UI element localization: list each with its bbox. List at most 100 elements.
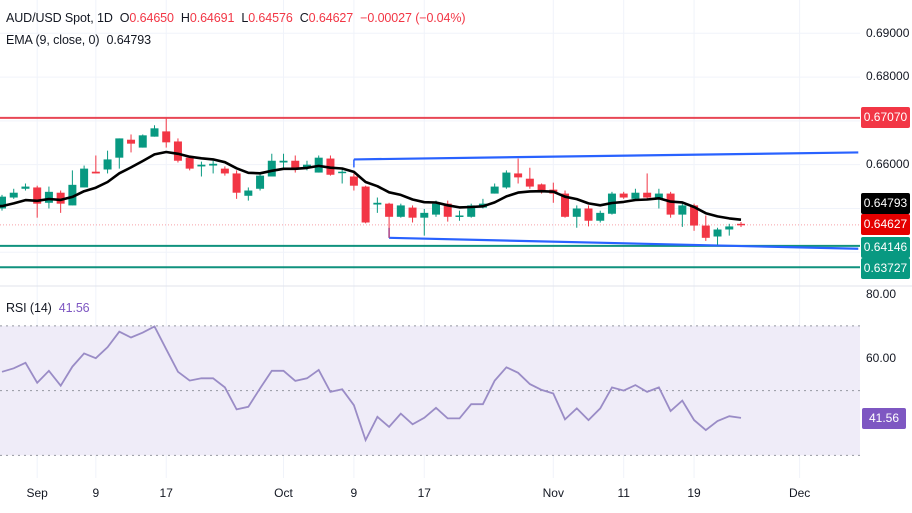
candle-body — [162, 131, 171, 143]
candle-body — [502, 172, 511, 188]
ema-legend[interactable]: EMA (9, close, 0) 0.64793 — [6, 33, 151, 47]
time-tick-label: Dec — [788, 486, 811, 500]
time-tick-label: Oct — [274, 486, 293, 500]
support1-price-badge: 0.64146 — [861, 237, 910, 258]
rsi-pane — [0, 325, 860, 456]
candles — [0, 118, 745, 245]
time-tick-label: Nov — [542, 486, 564, 500]
ema-label: EMA (9, close, 0) — [6, 33, 100, 47]
candle-body — [21, 186, 30, 189]
candle-body — [197, 164, 206, 167]
ohlc-legend: AUD/USD Spot, 1D O0.64650 H0.64691 L0.64576… — [6, 11, 466, 25]
candle-body — [631, 192, 640, 199]
candle-body — [514, 173, 523, 178]
rsi-line — [1, 325, 742, 443]
rsi-value-badge: 41.56 — [862, 408, 906, 429]
ema-price-badge: 0.64793 — [861, 193, 910, 214]
candle-body — [596, 212, 605, 221]
candle-body — [33, 187, 42, 204]
rsi-value: 41.56 — [58, 301, 90, 315]
rsi-legend[interactable]: RSI (14) 41.56 — [6, 301, 90, 315]
last-price-badge: 0.64627 — [861, 214, 910, 235]
high-value: 0.64691 — [189, 11, 235, 25]
candle-body — [432, 203, 441, 215]
ema-line — [0, 150, 742, 221]
time-tick-label: 9 — [92, 486, 100, 500]
time-tick-label: 17 — [159, 486, 173, 500]
price-tick-label: 0.66000 — [866, 157, 910, 171]
time-tick-label: Sep — [26, 486, 48, 500]
candle-body — [525, 178, 534, 187]
time-tick-label: 11 — [617, 486, 630, 500]
candle-body — [103, 159, 112, 170]
candle-body — [678, 205, 687, 215]
candle-body — [561, 193, 570, 217]
channel-upper-line — [353, 151, 859, 161]
candle-body — [619, 193, 628, 198]
high-label: H — [180, 11, 190, 25]
candle-body — [373, 202, 382, 205]
candle-body — [302, 164, 311, 168]
candle-body — [572, 208, 581, 217]
candle-body — [220, 168, 229, 174]
channel-lower-line — [389, 236, 859, 250]
rsi-label: RSI (14) — [6, 301, 52, 315]
candle-body — [115, 138, 124, 158]
candle-body — [690, 205, 699, 226]
candle-body — [349, 176, 358, 186]
time-tick-label: 9 — [350, 486, 358, 500]
price-levels — [0, 116, 860, 269]
candle-body — [467, 205, 476, 217]
candle-body — [0, 196, 6, 209]
candle-body — [56, 192, 65, 204]
low-value: 0.64576 — [248, 11, 293, 25]
change-value: −0.00027 (−0.04%) — [360, 11, 466, 25]
rsi-tick-label: 60.00 — [866, 351, 897, 365]
symbol-title[interactable]: AUD/USD Spot, 1D — [6, 11, 113, 25]
candle-body — [91, 171, 100, 174]
ema-value: 0.64793 — [106, 33, 151, 47]
candle-body — [584, 208, 593, 221]
candle-body — [443, 203, 452, 217]
candle-body — [396, 205, 405, 217]
rsi-band — [0, 325, 860, 456]
close-label: C — [299, 11, 309, 25]
candle-body — [44, 191, 53, 203]
candle-body — [361, 186, 370, 223]
candle-body — [9, 192, 18, 198]
candle-body — [279, 160, 288, 163]
candle-body — [666, 193, 675, 215]
candle-body — [725, 226, 734, 230]
ema-line-group — [0, 150, 742, 221]
close-value: 0.64627 — [308, 11, 354, 25]
candle-body — [244, 190, 253, 196]
resistance-price-badge: 0.67070 — [861, 107, 910, 128]
candle-body — [385, 203, 394, 217]
candle-body — [291, 160, 300, 169]
candle-body — [209, 163, 218, 166]
candle-body — [267, 160, 276, 177]
price-tick-label: 0.68000 — [866, 69, 910, 83]
support2-price-badge: 0.63727 — [861, 258, 910, 279]
candle-body — [713, 229, 722, 237]
candle-body — [654, 193, 663, 199]
candle-body — [736, 223, 745, 226]
candle-body — [455, 215, 464, 217]
candle-body — [420, 212, 429, 218]
candle-body — [138, 135, 147, 148]
price-tick-label: 0.69000 — [866, 26, 910, 40]
candle-body — [338, 171, 347, 174]
candle-body — [232, 173, 241, 193]
candle-body — [643, 192, 652, 198]
candle-body — [256, 175, 265, 189]
candle-body — [80, 168, 89, 188]
candle-body — [150, 128, 159, 137]
candle-body — [127, 139, 136, 144]
candle-body — [173, 141, 182, 161]
candle-body — [537, 184, 546, 191]
candle-body — [490, 186, 499, 194]
candle-body — [185, 157, 194, 169]
time-tick-label: 19 — [687, 486, 701, 500]
candle-body — [701, 225, 710, 238]
